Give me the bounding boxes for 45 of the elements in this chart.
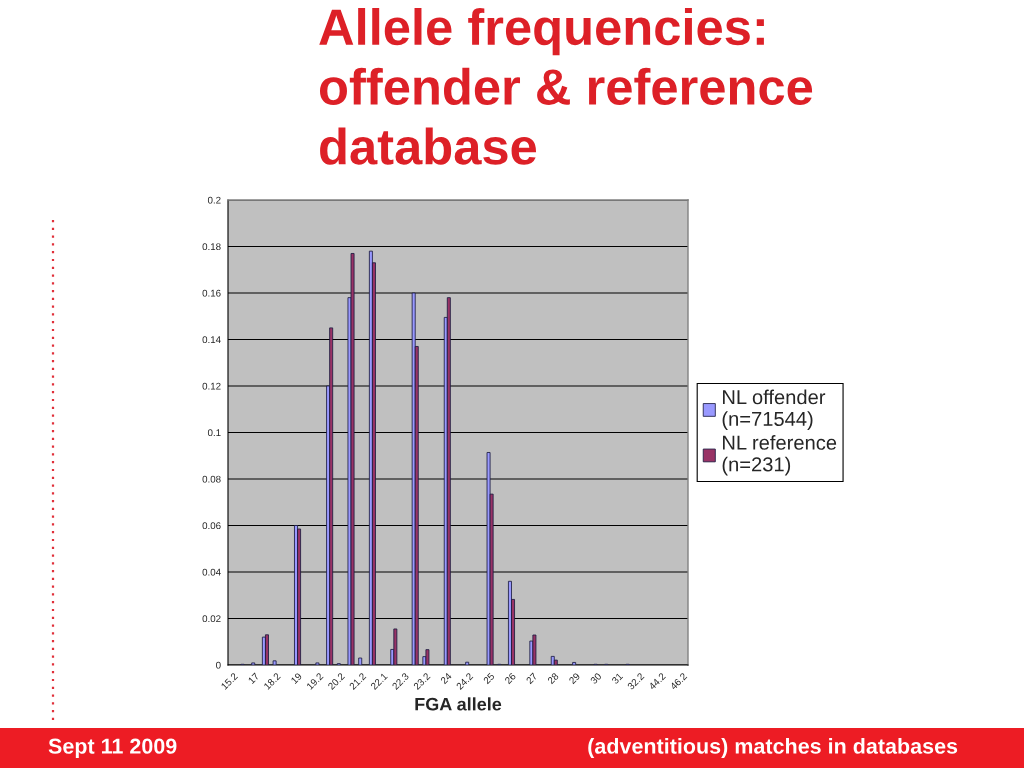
y-tick-label: 0.16	[202, 289, 221, 297]
y-tick-label: 0.14	[202, 336, 221, 344]
y-tick-label: 0.1	[207, 429, 221, 437]
y-tick-label: 0.18	[202, 243, 221, 251]
x-tick-label: 31	[611, 672, 624, 685]
bar	[425, 649, 430, 665]
bar	[350, 253, 355, 665]
y-tick-label: 0.04	[202, 568, 221, 576]
bar	[251, 662, 256, 665]
x-tick-label: 28	[547, 672, 560, 685]
y-tick-label: 0.2	[207, 196, 221, 204]
x-tick-label: 24	[440, 672, 453, 685]
x-tick-label: 29	[568, 672, 581, 685]
x-tick-label: 30	[589, 672, 602, 685]
y-tick-label: 0.06	[202, 522, 221, 530]
bar	[297, 528, 302, 665]
x-tick-label: 27	[525, 672, 538, 685]
x-axis-title: FGA allele	[415, 697, 502, 711]
y-tick-label: 0	[216, 661, 221, 669]
bar	[446, 297, 451, 665]
x-tick-label: 22.1	[370, 672, 388, 690]
chart-title: Allele frequencies: offender & reference database	[319, 8, 813, 165]
y-tick-label: 0.12	[202, 382, 221, 390]
bar	[329, 327, 334, 665]
x-tick-label: 17	[247, 672, 260, 685]
x-tick-label: 19	[290, 672, 303, 685]
bar	[572, 662, 577, 665]
text: (adventitious) matches in databases	[588, 737, 958, 759]
y-tick-label: 0.08	[202, 475, 221, 483]
legend-label: NL reference (n=231)	[722, 435, 837, 476]
bar	[272, 660, 277, 665]
x-tick-label: 32.2	[626, 672, 645, 691]
bar	[532, 634, 537, 665]
text: Sept 11 2009	[48, 738, 177, 759]
y-tick-label: 0.02	[202, 615, 221, 623]
x-tick-label: 46.2	[669, 672, 688, 691]
x-tick-label: 44.2	[648, 672, 666, 691]
x-tick-label: 25	[482, 672, 495, 685]
x-tick-label: 26	[504, 672, 517, 685]
legend-label: NL offender (n=71544)	[722, 389, 826, 430]
bar	[393, 628, 398, 665]
bar	[358, 657, 363, 665]
bar	[265, 634, 269, 665]
bar	[315, 662, 320, 665]
bar	[465, 661, 470, 665]
